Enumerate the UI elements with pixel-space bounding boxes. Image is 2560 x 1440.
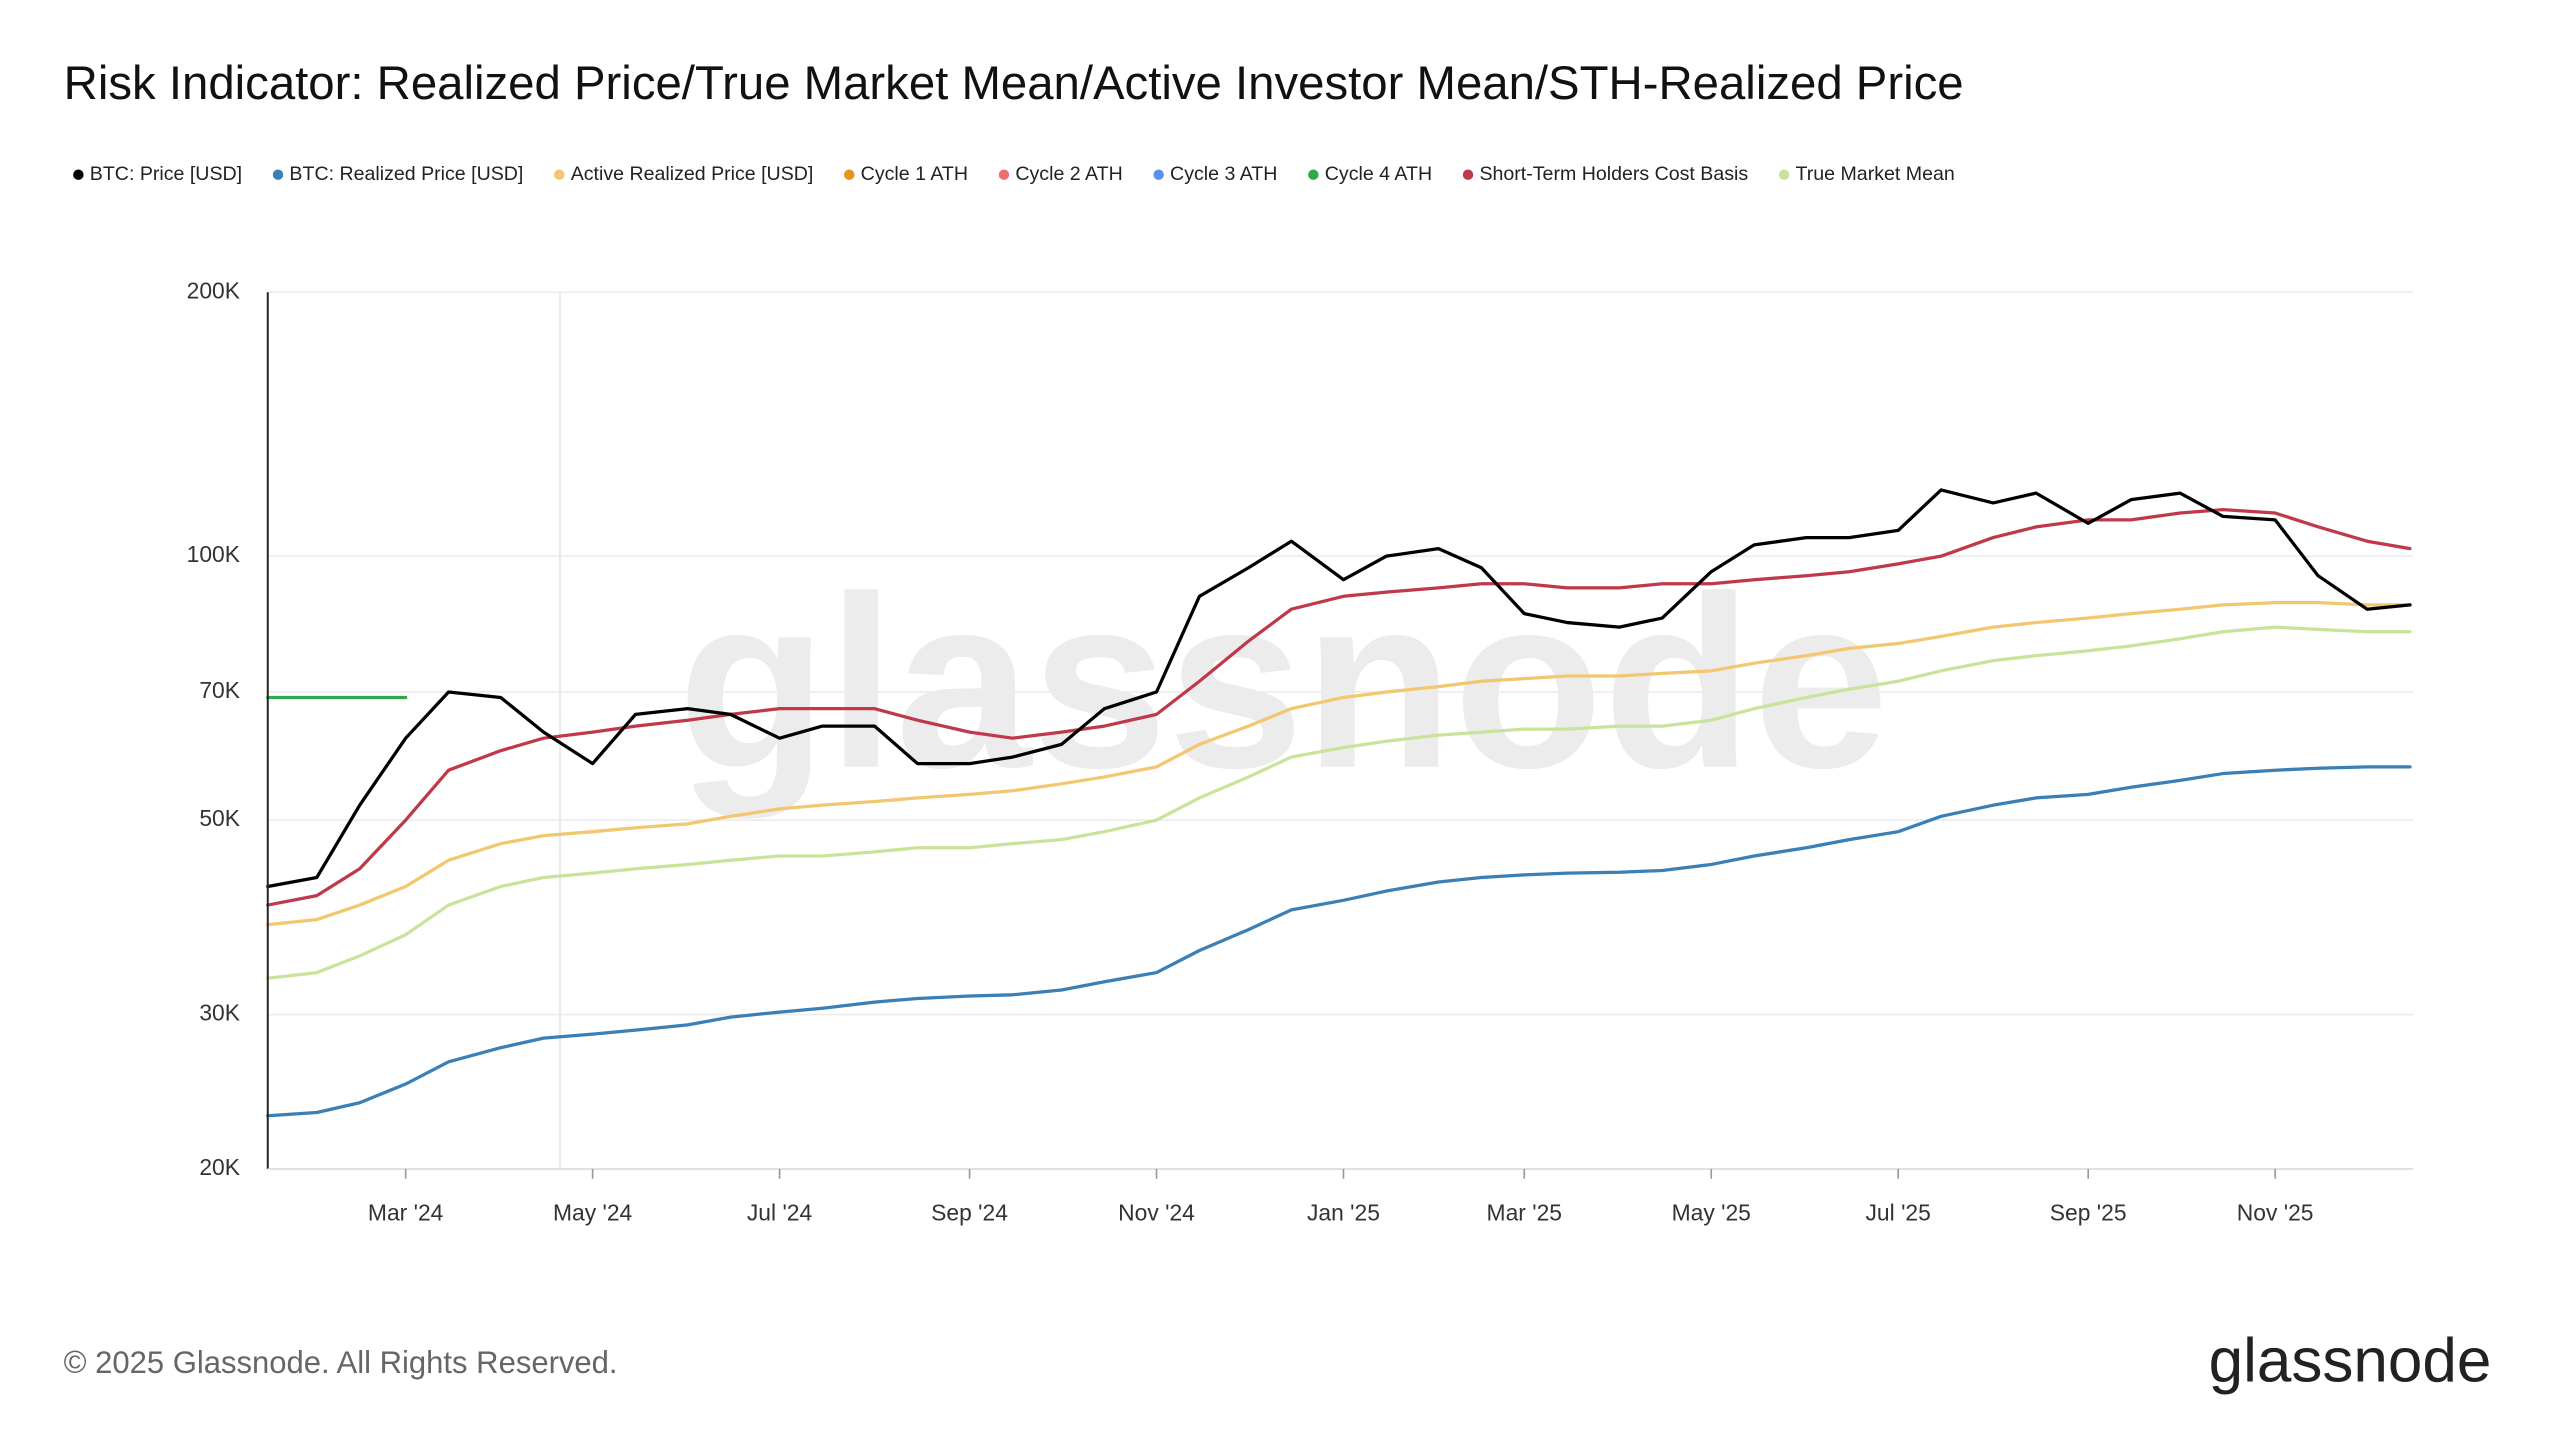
series-line — [266, 625, 2412, 980]
legend-marker — [272, 169, 284, 180]
x-tick-label: May '25 — [1672, 1200, 1751, 1226]
chart-title: Risk Indicator: Realized Price/True Mark… — [64, 57, 1964, 110]
x-tick-label: Nov '25 — [2237, 1200, 2314, 1226]
x-tick-label: May '24 — [553, 1200, 633, 1226]
legend-label: Cycle 1 ATH — [861, 163, 968, 185]
y-tick-label: 200K — [187, 277, 240, 303]
legend-label: Short-Term Holders Cost Basis — [1479, 163, 1748, 185]
x-tick-label: Jul '25 — [1866, 1200, 1931, 1226]
x-tick-label: Mar '24 — [368, 1200, 444, 1226]
legend-marker — [554, 169, 565, 180]
legend-label: Cycle 4 ATH — [1325, 163, 1432, 185]
footer: © 2025 Glassnode. All Rights Reserved. — [64, 1345, 618, 1380]
legend-label: Cycle 2 ATH — [1015, 163, 1122, 185]
x-tick-label: Mar '25 — [1487, 1200, 1562, 1226]
legend-marker — [998, 169, 1010, 180]
legend-marker — [1778, 169, 1790, 180]
y-tick-label: 30K — [199, 1000, 240, 1026]
x-tick-label: Jul '24 — [747, 1200, 813, 1226]
legend-marker — [1462, 169, 1474, 180]
series-line — [266, 601, 2412, 927]
legend: BTC: Price [USD] BTC: Realized Price [USD… — [73, 163, 1955, 185]
x-tick-label: Nov '24 — [1118, 1200, 1195, 1226]
logo: glassnode — [2209, 1326, 2492, 1395]
axes: 20K 30K 50K 70K 100K 200K Mar '24 May '24 Jul '2… — [187, 277, 2314, 1225]
watermark: glassnode — [678, 545, 1889, 819]
legend-label: True Market Mean — [1796, 163, 1955, 185]
series-line — [266, 507, 2412, 907]
y-tick-label: 50K — [199, 805, 240, 831]
legend-label: Active Realized Price [USD] — [571, 163, 814, 185]
legend-label: BTC: Price [USD] — [90, 163, 242, 185]
y-tick-label: 70K — [199, 677, 240, 703]
series-line — [266, 488, 2412, 889]
legend-marker — [1153, 169, 1164, 180]
legend-marker — [73, 169, 84, 180]
y-tick-label: 100K — [187, 541, 240, 567]
plot-area — [266, 488, 2412, 1118]
x-tick-label: Sep '25 — [2050, 1200, 2127, 1226]
x-tick-label: Jan '25 — [1307, 1200, 1380, 1226]
legend-marker — [844, 169, 855, 180]
y-tick-label: 20K — [199, 1154, 240, 1180]
legend-marker — [1308, 169, 1319, 180]
series-line — [266, 765, 2412, 1118]
legend-label: Cycle 3 ATH — [1170, 163, 1277, 185]
x-tick-label: Sep '24 — [931, 1200, 1008, 1226]
legend-label: BTC: Realized Price [USD] — [289, 163, 523, 185]
